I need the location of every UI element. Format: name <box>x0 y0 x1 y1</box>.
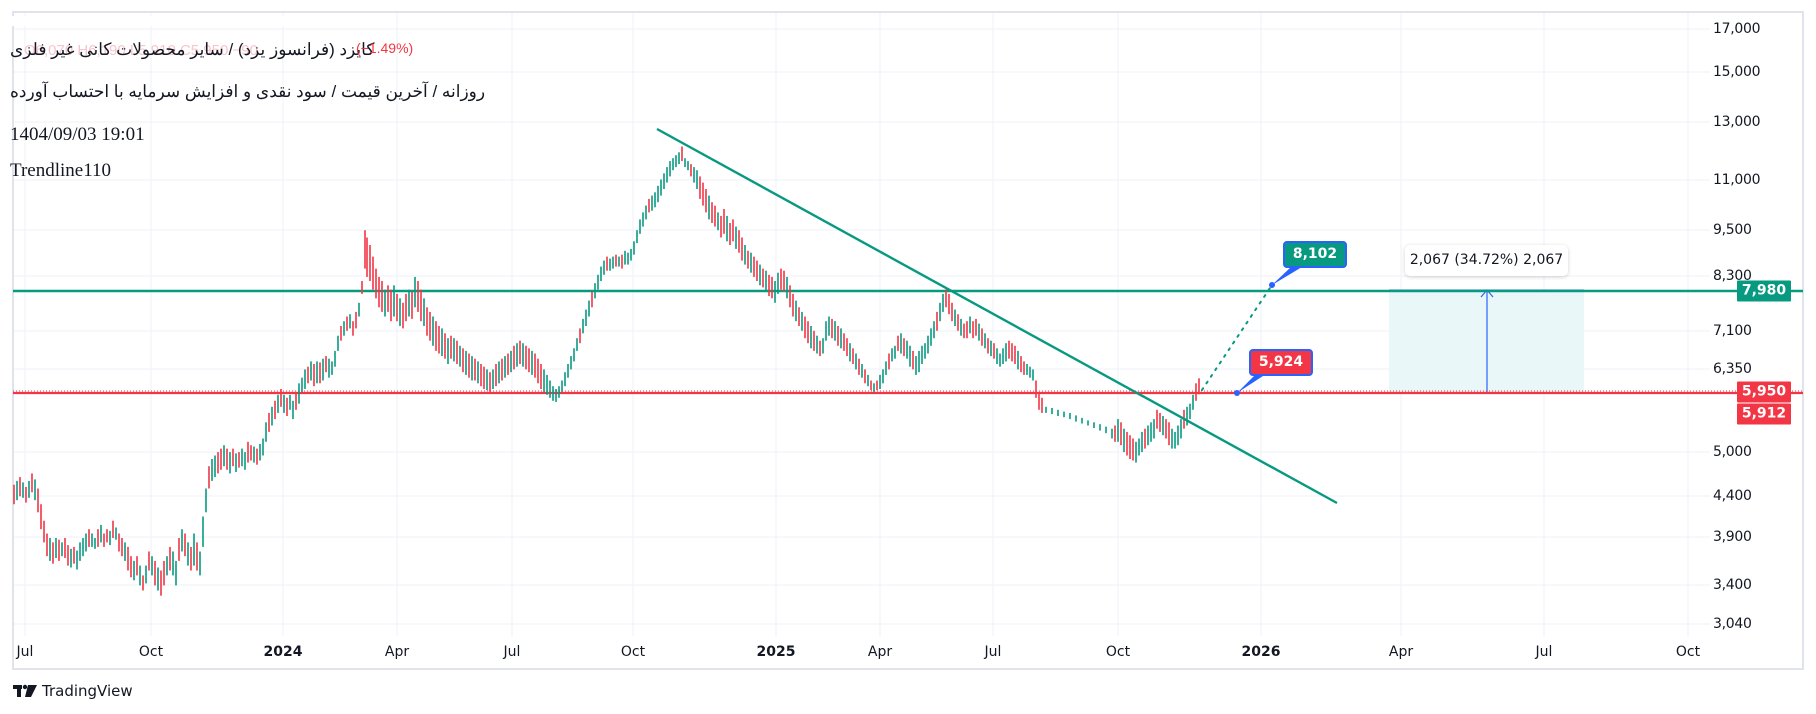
projection-path[interactable] <box>1201 284 1273 391</box>
target-price-callout[interactable]: 8,102 <box>1283 241 1347 268</box>
time-tick-label: 2025 <box>756 644 796 660</box>
price-badge: 7,980 <box>1737 280 1791 302</box>
price-tick-label: 9,500 <box>1713 222 1752 238</box>
time-tick-label: Jul <box>984 644 1002 660</box>
time-tick-label: Jul <box>1535 644 1553 660</box>
price-tick-label: 3,040 <box>1713 616 1752 632</box>
descending-trendline[interactable] <box>656 127 1338 505</box>
time-tick-label: Apr <box>1388 644 1414 660</box>
price-tick-label: 17,000 <box>1713 21 1761 37</box>
chart-frame <box>12 11 1804 670</box>
entry-callout-tail <box>1237 374 1266 393</box>
time-tick-label: 2024 <box>263 644 303 660</box>
price-tick-label: 8,300 <box>1713 268 1752 284</box>
time-tick-label: Apr <box>867 644 893 660</box>
indicator-label[interactable]: Trendline110 <box>10 160 111 181</box>
symbol-title[interactable]: کایزد (فرانسوز یزد) / سایر محصولات کانی … <box>10 40 375 59</box>
time-tick-label: 2026 <box>1241 644 1281 660</box>
price-badge: 5,950 <box>1737 381 1791 403</box>
entry-callout-anchor[interactable] <box>1234 390 1240 396</box>
target-callout-tail <box>1272 267 1302 285</box>
time-tick-label: Apr <box>384 644 410 660</box>
price-tick-label: 13,000 <box>1713 114 1761 130</box>
price-bars <box>13 146 1200 596</box>
chart-subtitle: روزانه / آخرین قیمت / سود نقدی و افزایش … <box>10 82 486 101</box>
price-tick-label: 4,400 <box>1713 488 1752 504</box>
time-tick-label: Oct <box>620 644 646 660</box>
price-tick-label: 6,350 <box>1713 361 1752 377</box>
price-tick-label: 11,000 <box>1713 172 1761 188</box>
price-range-label: 2,067 (34.72%) 2,067 <box>1405 245 1568 276</box>
timestamp: 1404/09/03 19:01 <box>10 124 145 145</box>
ohlc-values: O6,070 H6,190 L5,910 C5,950 −90 <box>24 42 258 59</box>
time-tick-label: Oct <box>138 644 164 660</box>
tradingview-logo[interactable]: TradingView <box>13 682 133 700</box>
price-tick-label: 15,000 <box>1713 64 1761 80</box>
price-tick-label: 3,900 <box>1713 529 1752 545</box>
legend: O6,070 H6,190 L5,910 C5,950 −90 کایزد (ف… <box>0 16 485 181</box>
change-percent: (−1.49%) <box>356 40 414 56</box>
price-tick-label: 3,400 <box>1713 577 1752 593</box>
time-tick-label: Oct <box>1105 644 1131 660</box>
price-badge: 5,912 <box>1737 403 1791 425</box>
time-tick-label: Jul <box>16 644 34 660</box>
entry-price-callout[interactable]: 5,924 <box>1249 349 1313 376</box>
price-tick-label: 7,100 <box>1713 323 1752 339</box>
time-tick-label: Jul <box>503 644 521 660</box>
target-callout-anchor[interactable] <box>1269 282 1275 288</box>
time-tick-label: Oct <box>1675 644 1701 660</box>
tradingview-wordmark: TradingView <box>42 682 133 700</box>
price-tick-label: 5,000 <box>1713 444 1752 460</box>
tradingview-logo-icon <box>13 684 37 697</box>
